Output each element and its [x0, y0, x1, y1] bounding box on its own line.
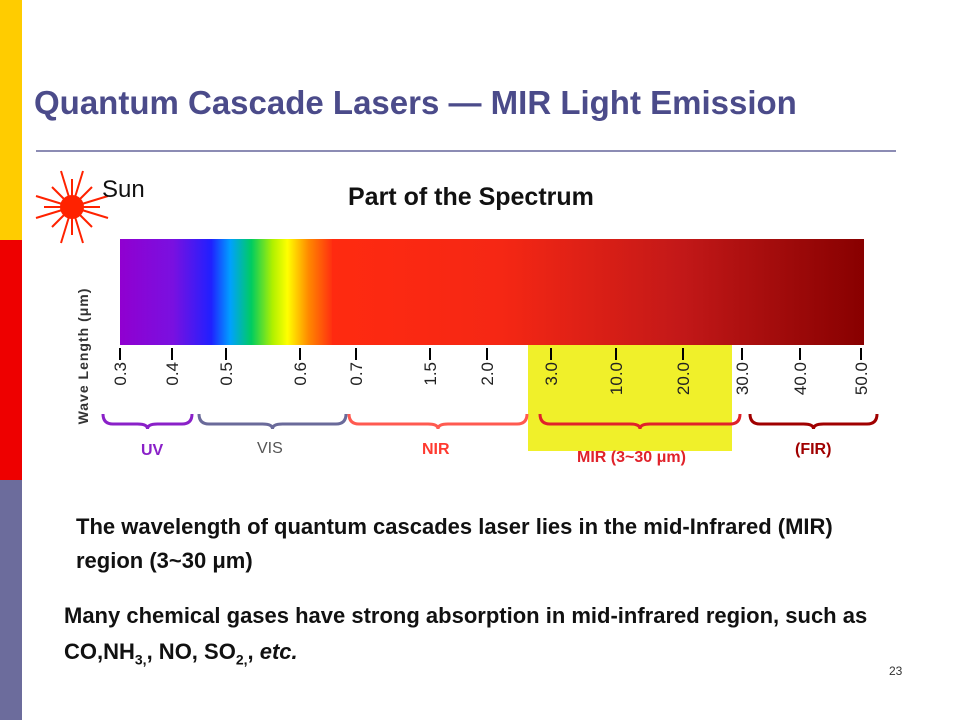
tick-label: 0.5	[217, 362, 236, 386]
side-strip-blue	[0, 480, 22, 720]
tick-label: 0.7	[347, 362, 366, 386]
subscript-3: 3,	[134, 651, 147, 668]
wavelength-axis-label: Wave Length (μm)	[75, 287, 91, 425]
tick-label: 50.0	[852, 362, 871, 395]
vis-label: VIS	[257, 440, 283, 457]
note-text-3: ,	[247, 639, 260, 664]
mir-brace	[538, 413, 742, 430]
uv-brace	[101, 413, 194, 430]
nir-brace	[347, 413, 529, 430]
sun-label: Sun	[102, 176, 145, 203]
tick-label: 30.0	[733, 362, 752, 395]
tick-label: 0.6	[291, 362, 310, 386]
tick-label: 0.3	[111, 362, 130, 386]
infrared-spectrum-bar	[332, 239, 864, 345]
title-divider	[36, 150, 896, 152]
page-number: 23	[889, 664, 903, 678]
subscript-2: 2,	[235, 651, 248, 668]
gas-absorption-note: Many chemical gases have strong absorpti…	[64, 598, 884, 677]
tick-marks: 0.3 0.4 0.5 0.6 0.7 1.5 2.0 3.0 10.0 20.0 30.0 40.0…	[111, 348, 871, 395]
note-text-2: , NO, SO	[146, 639, 236, 664]
spectrum-heading: Part of the Spectrum	[348, 183, 594, 211]
region-braces	[101, 413, 879, 430]
mir-description: The wavelength of quantum cascades laser…	[76, 514, 833, 573]
nir-label: NIR	[422, 441, 450, 458]
fir-brace	[748, 413, 879, 430]
side-strip-red	[0, 240, 22, 480]
vis-brace	[197, 413, 348, 430]
fir-label: (FIR)	[795, 441, 832, 458]
note-etc: etc.	[259, 639, 298, 664]
mir-label: MIR (3~30 μm)	[577, 449, 686, 466]
tick-label: 0.4	[163, 362, 182, 386]
tick-label: 2.0	[478, 362, 497, 386]
visible-spectrum-bar	[120, 239, 332, 345]
tick-label: 10.0	[607, 362, 626, 395]
sun-icon	[35, 170, 109, 244]
slide-title: Quantum Cascade Lasers — MIR Light Emiss…	[34, 84, 797, 121]
tick-label: 40.0	[791, 362, 810, 395]
note-text-1: Many chemical gases have strong absorpti…	[64, 603, 868, 664]
uv-label: UV	[141, 442, 164, 459]
mir-highlight	[528, 345, 732, 451]
tick-label: 1.5	[421, 362, 440, 386]
tick-label: 20.0	[674, 362, 693, 395]
side-strip-yellow	[0, 0, 22, 240]
tick-label: 3.0	[542, 362, 561, 386]
